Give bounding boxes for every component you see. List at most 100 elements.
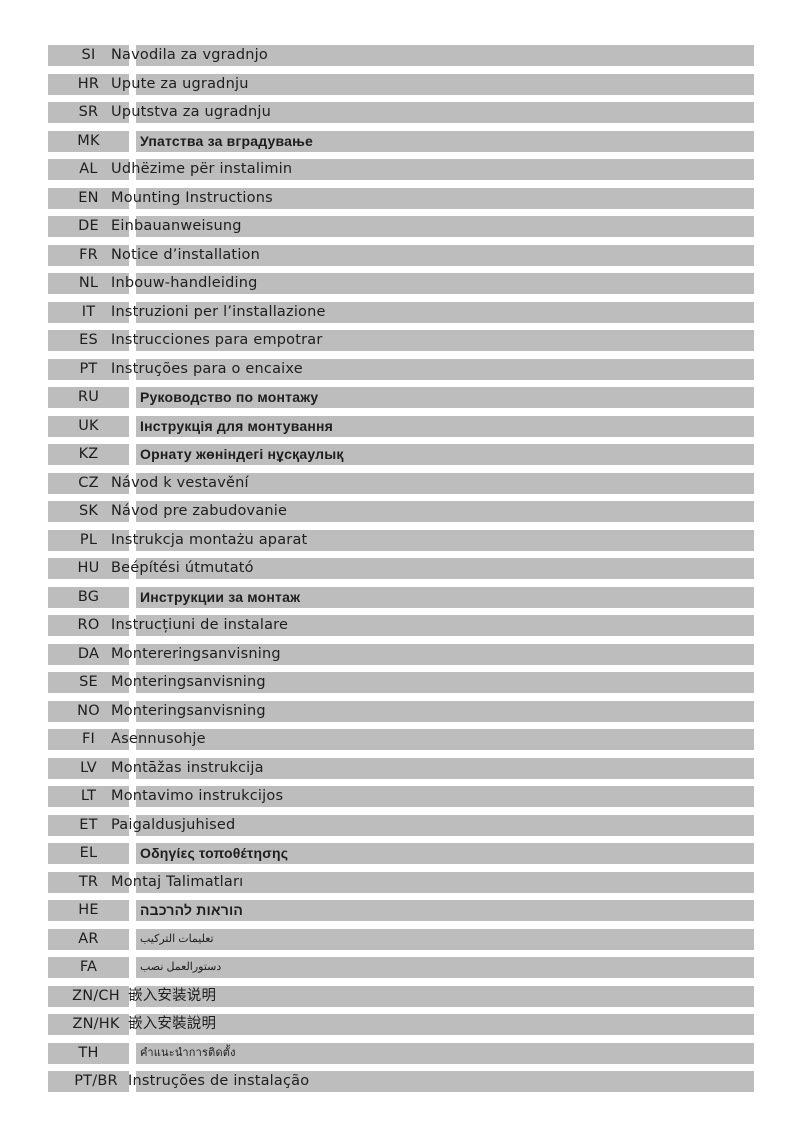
title-cell: [136, 358, 754, 380]
language-code: ZN/HK: [72, 1016, 120, 1032]
instruction-title: Notice d’installation: [111, 246, 261, 263]
code-cell: [48, 700, 129, 722]
title-cell: [136, 985, 754, 1007]
language-row: IT Instruzioni per l’installazione: [48, 301, 754, 323]
code-cell: [48, 472, 129, 494]
code-cell: [48, 529, 129, 551]
instruction-title: Montaj Talimatları: [111, 873, 244, 890]
title-cell: [136, 387, 754, 408]
code-cell: [48, 643, 129, 665]
language-row: EL Οδηγίες τοποθέτησης: [48, 843, 754, 864]
language-code: ZN/CH: [72, 987, 120, 1004]
language-row: UK Інструкція для монтування: [48, 415, 754, 437]
language-code: CZ: [78, 474, 99, 491]
title-cell: [136, 957, 754, 978]
instruction-title: Monteringsanvisning: [111, 674, 266, 690]
instruction-title: Beépítési útmutató: [111, 560, 254, 576]
code-cell: [48, 1014, 129, 1035]
instruction-title: Asennusohje: [111, 731, 206, 747]
language-row: EN Mounting Instructions: [48, 187, 754, 209]
instruction-title: Navodila za vgradnjo: [111, 47, 268, 63]
instruction-title: Paigaldusjuhised: [111, 816, 236, 833]
instruction-title: Instrucciones para empotrar: [111, 332, 323, 348]
title-cell: [136, 301, 754, 323]
code-cell: [48, 45, 129, 66]
title-cell: [136, 729, 754, 750]
language-row: NO Monteringsanvisning: [48, 700, 754, 722]
language-row: SK Návod pre zabudovanie: [48, 501, 754, 522]
language-code: FI: [81, 731, 96, 747]
code-cell: [48, 1042, 129, 1064]
language-code: SK: [78, 503, 99, 519]
language-code: PT/BR: [74, 1073, 118, 1089]
instruction-title: Инструкции за монтаж: [140, 588, 301, 605]
language-code: FR: [79, 246, 98, 263]
language-row: DA Montereringsanvisning: [48, 643, 754, 665]
instruction-title: 嵌入安装说明: [128, 987, 217, 1004]
language-row: TR Montaj Talimatları: [48, 871, 754, 893]
language-code: PL: [79, 531, 98, 548]
code-cell: [48, 73, 129, 95]
instruction-title: Montereringsanvisning: [111, 645, 281, 662]
title-cell: [136, 102, 754, 123]
code-cell: [48, 187, 129, 209]
language-code: SE: [79, 674, 98, 690]
code-cell: [48, 928, 129, 950]
language-code: TR: [78, 873, 99, 890]
language-code: LV: [80, 759, 97, 776]
title-cell: [136, 1014, 754, 1035]
title-cell: [136, 73, 754, 95]
instruction-title: Instruzioni per l’installazione: [111, 303, 326, 320]
language-row: TH คำแนะนำการติดตั้ง: [48, 1042, 754, 1064]
title-cell: [136, 1071, 754, 1092]
title-cell: [136, 757, 754, 779]
language-row: HE הוראות להרכבה: [48, 900, 754, 921]
language-row: ES Instrucciones para empotrar: [48, 330, 754, 351]
code-cell: [48, 501, 129, 522]
language-row: BG Инструкции за монтаж: [48, 586, 754, 608]
code-cell: [48, 843, 129, 864]
language-row: SI Navodila za vgradnjo: [48, 45, 754, 66]
language-code: EL: [79, 845, 98, 861]
language-row: HU Beépítési útmutató: [48, 558, 754, 579]
language-row: ET Paigaldusjuhised: [48, 814, 754, 836]
title-cell: [136, 643, 754, 665]
instruction-title: Mounting Instructions: [111, 189, 273, 206]
instruction-title: Einbauanweisung: [111, 218, 242, 234]
title-cell: [136, 472, 754, 494]
language-row: ZN/CH 嵌入安装说明: [48, 985, 754, 1007]
title-cell: [136, 1042, 754, 1064]
language-row: AL Udhëzime për instalimin: [48, 159, 754, 180]
title-cell: [136, 244, 754, 266]
title-cell: [136, 159, 754, 180]
title-cell: [136, 273, 754, 294]
language-code: EN: [78, 189, 99, 206]
instruction-title: Montāžas instrukcija: [111, 759, 264, 776]
language-row: LT Montavimo instrukcijos: [48, 786, 754, 807]
title-cell: [136, 187, 754, 209]
language-code: HE: [78, 902, 99, 918]
instruction-title: Upute za ugradnju: [111, 75, 249, 92]
title-cell: [136, 444, 754, 465]
code-cell: [48, 301, 129, 323]
instruction-title: הוראות להרכבה: [140, 902, 244, 918]
language-code: LT: [80, 788, 97, 804]
instruction-title: دستورالعمل نصب: [140, 961, 222, 973]
code-cell: [48, 814, 129, 836]
title-cell: [136, 45, 754, 66]
language-row: HR Upute za ugradnju: [48, 73, 754, 95]
title-cell: [136, 843, 754, 864]
code-cell: [48, 159, 129, 180]
instruction-title: Montavimo instrukcijos: [111, 788, 284, 804]
instruction-title: Instrucțiuni de instalare: [111, 617, 289, 633]
language-code: AR: [78, 930, 99, 947]
language-row: ZN/HK 嵌入安裝說明: [48, 1014, 754, 1035]
language-row: MK Упатства за вградување: [48, 130, 754, 152]
instruction-title: 嵌入安裝說明: [128, 1016, 217, 1032]
language-row: FI Asennusohje: [48, 729, 754, 750]
language-row: NL Inbouw-handleiding: [48, 273, 754, 294]
title-cell: [136, 330, 754, 351]
language-code: AL: [79, 161, 98, 177]
language-code: NL: [78, 275, 99, 291]
code-cell: [48, 786, 129, 807]
